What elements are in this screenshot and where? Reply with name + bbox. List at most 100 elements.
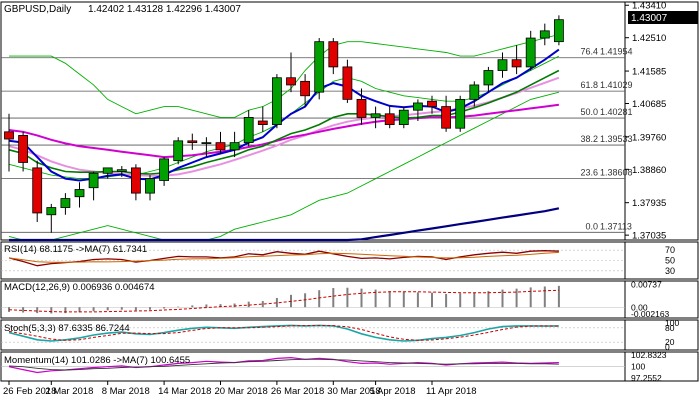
candle xyxy=(46,203,57,233)
fib-price-label: 1.39533 xyxy=(600,134,633,144)
current-price-tag xyxy=(628,11,698,24)
price-tick-label: 1.41585 xyxy=(632,67,666,78)
stoch-tick-label: 20 xyxy=(665,337,675,347)
axis-frame-macd xyxy=(624,280,699,319)
stoch-tick-label: 100 xyxy=(665,318,679,328)
candle-body-up xyxy=(469,84,480,100)
macd-tick-label: -0.002163 xyxy=(631,309,670,319)
candle-body-up xyxy=(46,207,57,216)
candle-body-up xyxy=(145,178,155,194)
axis-frame-main xyxy=(624,1,699,241)
candle-body-down xyxy=(4,131,14,140)
fib-level-label: 38.2 xyxy=(580,134,598,144)
price-tick-label: 1.37935 xyxy=(632,198,666,209)
candle xyxy=(384,106,395,129)
rsi-ma-line xyxy=(8,251,559,263)
fib-level-label: 0.0 xyxy=(585,221,598,231)
candle-body-up xyxy=(88,172,99,189)
candle-body-up xyxy=(201,142,212,145)
macd-signal-line xyxy=(8,289,559,313)
ma-navy-line xyxy=(9,207,560,242)
fib-price-label: 1.41954 xyxy=(600,47,633,57)
candle xyxy=(286,52,296,93)
candle-body-up xyxy=(554,19,564,43)
candle xyxy=(74,182,85,208)
candle xyxy=(497,52,508,78)
candle xyxy=(554,15,564,46)
time-tick-label: 5 Apr 2018 xyxy=(370,386,416,397)
candle xyxy=(469,81,480,107)
momentum-tick-label: 97.2552 xyxy=(631,373,662,383)
candle-body-up xyxy=(173,140,184,162)
candle-body-down xyxy=(187,140,198,144)
candle-body-up xyxy=(314,41,325,93)
fib-level-label: 23.6 xyxy=(580,167,598,177)
candle xyxy=(32,160,43,222)
candle-body-up xyxy=(229,142,240,151)
moving-average-lines xyxy=(8,34,560,242)
candle-body-down xyxy=(328,41,339,68)
momentum-ma-line xyxy=(8,358,559,371)
fib-level-label: 76.4 xyxy=(580,47,598,57)
time-tick-label: 14 Mar 2018 xyxy=(158,386,211,397)
fib-level-label: 61.8 xyxy=(580,80,598,90)
candle-body-down xyxy=(18,135,29,163)
candle xyxy=(370,106,381,129)
candle xyxy=(201,137,212,158)
chart-ohlc: 1.42402 1.43128 1.42296 1.43007 xyxy=(88,4,241,15)
candle xyxy=(441,95,452,132)
candle xyxy=(159,157,170,186)
candle-body-down xyxy=(356,98,367,118)
price-tick-label: 1.40685 xyxy=(632,99,666,110)
price-tick-label: 1.37035 xyxy=(632,231,666,242)
fib-price-label: 1.40281 xyxy=(600,107,633,117)
candle-body-up xyxy=(116,169,127,172)
bollinger-upper-line xyxy=(9,34,560,118)
candle xyxy=(88,171,99,201)
candle-body-down xyxy=(286,77,296,86)
time-tick-label: 20 Mar 2018 xyxy=(215,386,268,397)
candle-body-down xyxy=(427,100,437,107)
stoch-d-line xyxy=(8,325,559,341)
candle xyxy=(102,167,113,179)
fib-price-label: 1.37113 xyxy=(600,221,632,231)
stoch-label: Stoch(5,3,3) 87.6335 86.7244 xyxy=(4,323,130,334)
candle-body-up xyxy=(455,98,466,129)
stoch-tick-label: 80 xyxy=(665,323,675,333)
candle xyxy=(18,131,29,172)
macd-tick-label: 0.00737 xyxy=(631,279,662,289)
candle-body-up xyxy=(243,116,254,144)
macd-panel: 0.00737 0.00-0.002163 xyxy=(1,279,670,319)
candle xyxy=(328,38,339,75)
candle-body-down xyxy=(342,66,353,100)
candle xyxy=(215,131,226,154)
candle xyxy=(60,193,71,215)
candle-body-up xyxy=(102,167,113,174)
candle xyxy=(271,74,282,129)
momentum-tick-label: 100 xyxy=(631,362,645,372)
candle xyxy=(130,164,141,201)
time-tick-label: 26 Feb 2018 xyxy=(3,386,56,397)
candle-body-up xyxy=(412,102,423,111)
candlesticks xyxy=(4,15,564,233)
ma-green-line xyxy=(8,69,560,175)
candle xyxy=(257,106,268,132)
time-tick-label: 8 Mar 2018 xyxy=(102,386,150,397)
candle-body-down xyxy=(257,120,268,126)
stoch-tick-label: 0 xyxy=(665,342,670,352)
candle-body-down xyxy=(300,80,311,97)
stoch-k-line xyxy=(8,324,559,342)
candle xyxy=(412,99,423,121)
momentum-tick-label: 102.8323 xyxy=(631,350,667,360)
candle xyxy=(525,30,536,71)
rsi-tick-label: 70 xyxy=(665,245,675,255)
candle-body-down xyxy=(130,167,141,194)
candle xyxy=(187,133,198,150)
price-axis: 1.43410 1.42510 1.41585 1.40685 1.39760 1.388… xyxy=(625,1,666,242)
